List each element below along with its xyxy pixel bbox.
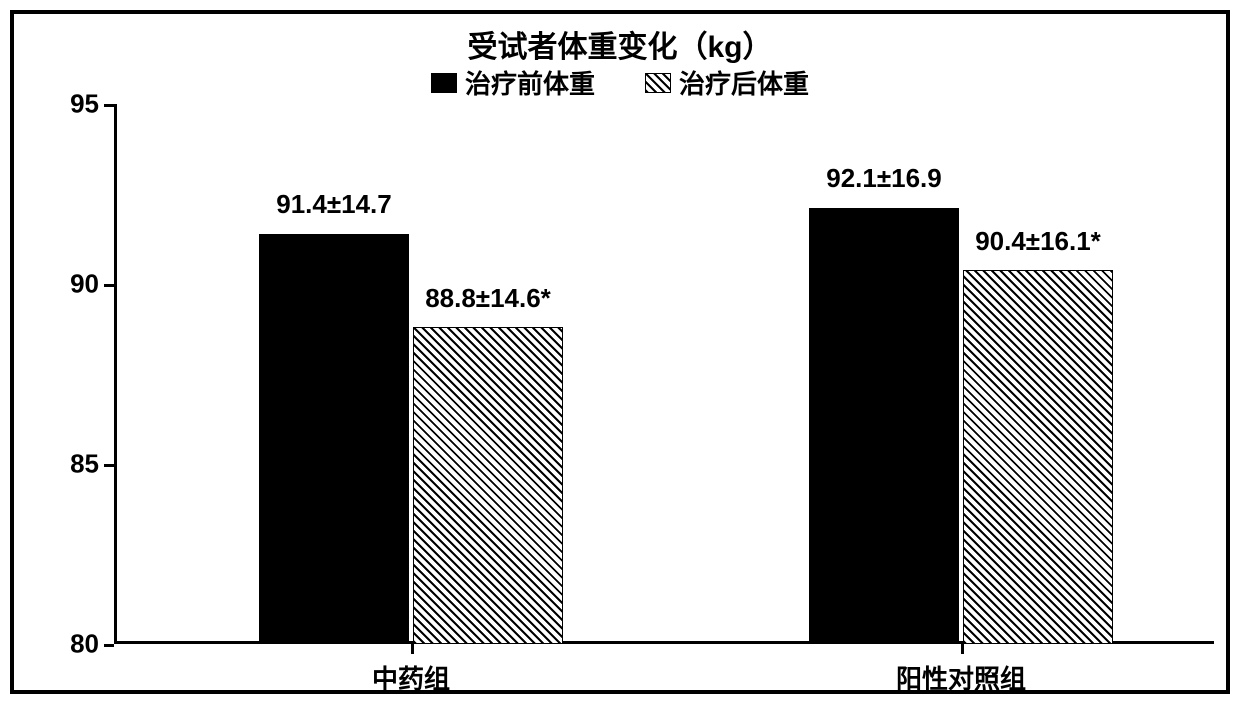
y-tick-label: 80: [70, 629, 114, 660]
legend-item-before: 治疗前体重: [431, 64, 595, 101]
x-tick-label: 中药组: [372, 644, 450, 696]
chart-title: 受试者体重变化（kg）: [14, 22, 1226, 66]
legend-item-after: 治疗后体重: [645, 64, 809, 101]
bar-label: 92.1±16.9: [826, 163, 941, 208]
y-tick-label: 85: [70, 449, 114, 480]
legend-swatch-solid: [431, 73, 457, 93]
bar-after: 88.8±14.6*: [413, 327, 563, 644]
bar-before: 91.4±14.7: [259, 234, 409, 644]
bar-after: 90.4±16.1*: [963, 270, 1113, 644]
legend-swatch-hatched: [645, 73, 671, 93]
bar-label: 91.4±14.7: [276, 189, 391, 234]
bar-label: 90.4±16.1*: [975, 226, 1101, 271]
x-tick-label: 阳性对照组: [896, 644, 1026, 696]
bar-label: 88.8±14.6*: [425, 283, 551, 328]
plot-area: 80859095中药组91.4±14.788.8±14.6*阳性对照组92.1±…: [114, 104, 1214, 644]
legend-label-after: 治疗后体重: [679, 64, 809, 101]
bar-before: 92.1±16.9: [809, 208, 959, 644]
legend-label-before: 治疗前体重: [465, 64, 595, 101]
y-tick-label: 95: [70, 89, 114, 120]
y-tick-label: 90: [70, 269, 114, 300]
chart-frame: 受试者体重变化（kg） 治疗前体重 治疗后体重 80859095中药组91.4±…: [10, 10, 1230, 694]
y-axis: [114, 104, 117, 644]
legend: 治疗前体重 治疗后体重: [14, 64, 1226, 101]
